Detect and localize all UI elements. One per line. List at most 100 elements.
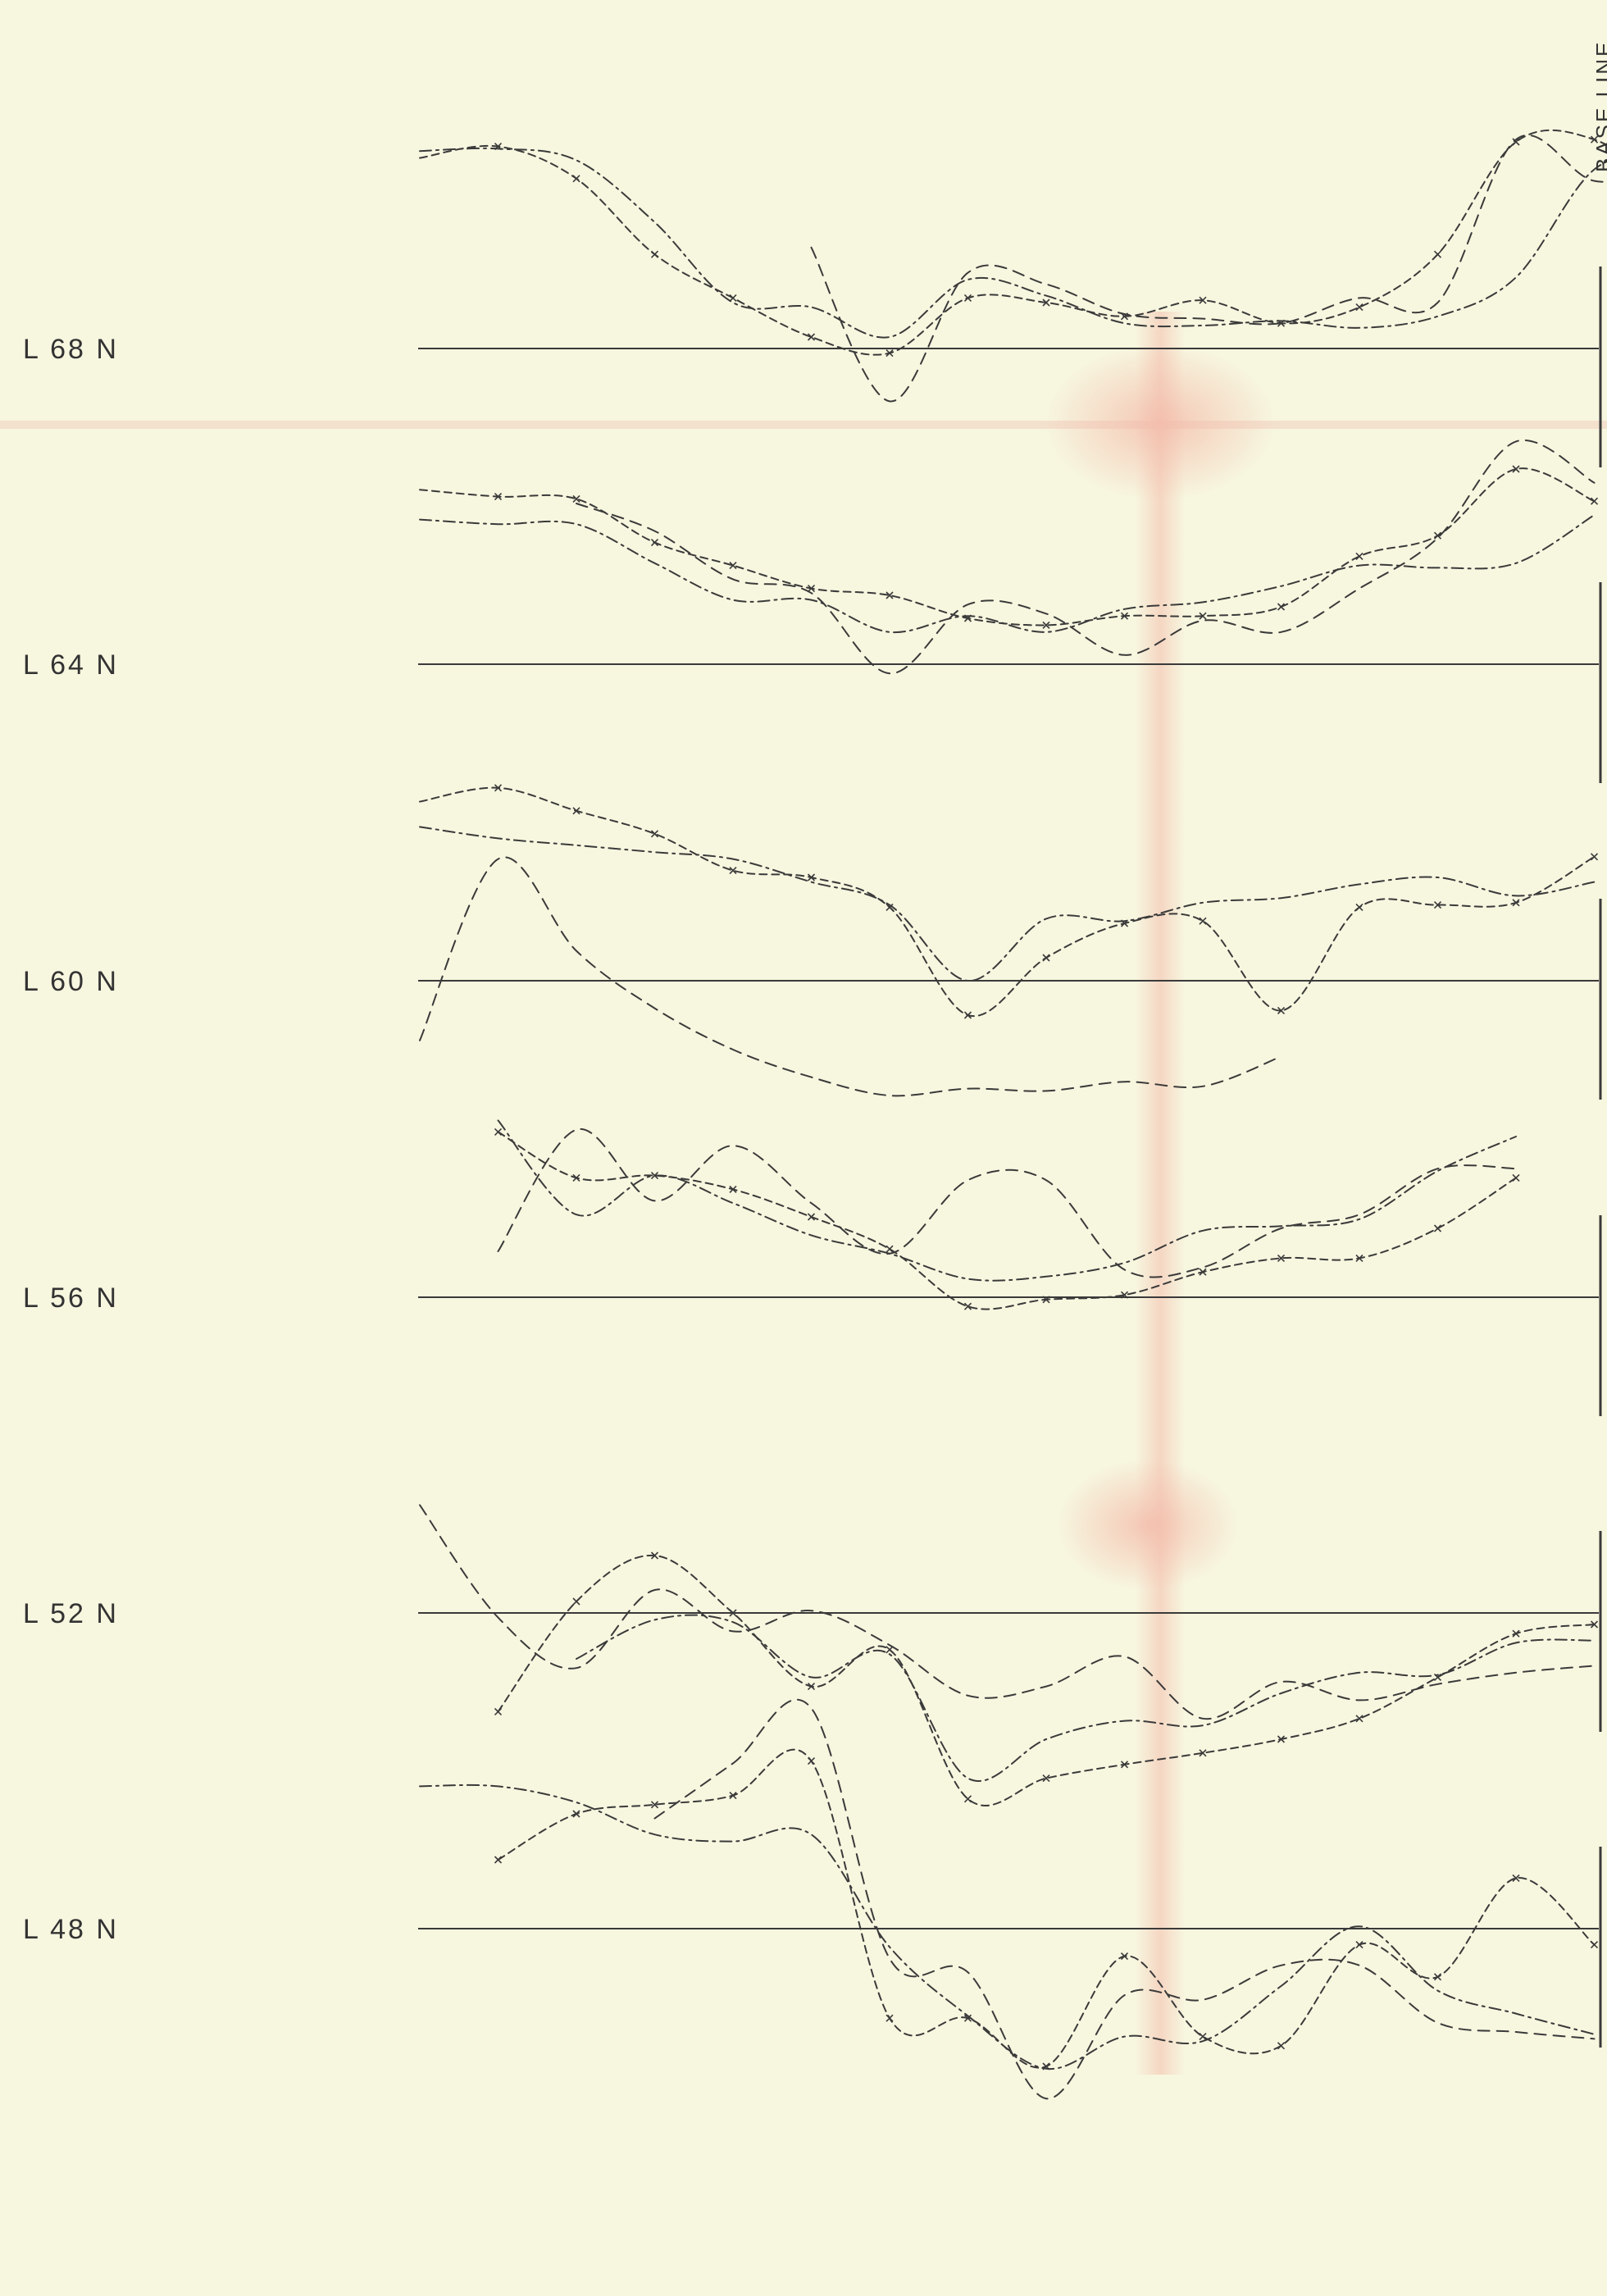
station-x-marker (807, 1757, 816, 1765)
station-x-marker (650, 1801, 659, 1809)
profile-label: L 64 N (23, 649, 119, 681)
station-x-marker (729, 867, 737, 875)
profile-series-line (419, 467, 1596, 626)
station-x-marker (1590, 1620, 1599, 1629)
station-x-marker (1120, 1952, 1129, 1961)
station-x-marker (729, 294, 737, 302)
station-x-marker (1512, 1874, 1520, 1882)
paper-crease-stains (0, 312, 1607, 2075)
station-x-marker (1277, 1735, 1286, 1743)
station-x-marker (494, 1707, 503, 1715)
station-x-marker (1120, 612, 1129, 620)
profile-series-line (419, 129, 1607, 356)
profile-series-line (419, 1784, 1596, 2070)
profile-series-line (419, 1504, 1596, 1720)
station-x-marker (650, 1551, 659, 1560)
profile-series-line (576, 1614, 1596, 1782)
station-x-marker (885, 1245, 894, 1253)
profile-label: L 68 N (23, 334, 119, 365)
station-x-marker (885, 349, 894, 358)
station-x-marker (1433, 250, 1442, 258)
station-x-marker (494, 1856, 503, 1864)
station-x-marker (963, 294, 972, 302)
profile-series-line (419, 786, 1596, 1018)
station-x-marker (1199, 612, 1207, 620)
station-x-marker (807, 1213, 816, 1221)
station-x-marker (572, 807, 580, 815)
base-line-label: BASE LINE (1591, 40, 1607, 172)
station-x-marker (494, 493, 503, 501)
station-x-marker (1512, 465, 1520, 473)
station-x-marker (1433, 531, 1442, 540)
station-x-marker (1120, 1291, 1129, 1299)
station-x-marker (1042, 298, 1050, 307)
vertical-crease (1136, 312, 1185, 2075)
station-x-marker (650, 830, 659, 838)
horizontal-crease (0, 421, 1607, 429)
station-x-marker (1199, 1268, 1207, 1276)
station-x-marker (1042, 954, 1050, 962)
station-x-marker (572, 175, 580, 183)
station-x-marker (963, 2014, 972, 2022)
profile-series-line (419, 826, 1596, 982)
station-x-marker (1590, 853, 1599, 861)
station-x-marker (1590, 1941, 1599, 1949)
station-x-marker (572, 1173, 580, 1182)
station-x-marker (572, 1597, 580, 1606)
station-x-marker (729, 1609, 737, 1617)
station-x-marker (1590, 135, 1599, 144)
station-x-marker (885, 1646, 894, 1654)
station-x-marker (729, 1792, 737, 1800)
station-x-marker (963, 1302, 972, 1310)
station-x-marker (1199, 2033, 1207, 2041)
profile-series-line (497, 1748, 1596, 2069)
station-x-marker (1277, 603, 1286, 611)
station-x-marker (1512, 899, 1520, 907)
stain-middle (1058, 1460, 1238, 1591)
profile-series-line (497, 1131, 1517, 1310)
station-x-marker (885, 591, 894, 599)
station-x-marker (572, 1810, 580, 1818)
station-x-marker (1355, 903, 1363, 911)
station-x-marker (1199, 1749, 1207, 1757)
station-x-marker (807, 585, 816, 593)
station-x-marker (650, 250, 659, 258)
station-x-marker (1277, 1006, 1286, 1014)
station-x-marker (729, 562, 737, 570)
station-x-marker (1355, 1715, 1363, 1723)
profile-series-line (810, 134, 1607, 403)
profile-series-line (419, 856, 1282, 1097)
station-x-marker (650, 539, 659, 547)
profile-label: L 60 N (23, 966, 119, 997)
station-x-marker (1512, 1629, 1520, 1638)
station-x-marker (1199, 917, 1207, 925)
station-x-marker (1277, 1254, 1286, 1262)
station-x-marker (572, 494, 580, 503)
station-x-marker (807, 1683, 816, 1691)
station-x-marker (1277, 2042, 1286, 2050)
stain-top (1045, 344, 1275, 500)
station-x-marker (1042, 621, 1050, 629)
station-x-marker (1433, 1224, 1442, 1232)
station-x-marker (1355, 552, 1363, 560)
station-x-marker (494, 1128, 503, 1136)
profile-series-line (497, 1554, 1596, 1806)
station-x-marker (1120, 1761, 1129, 1769)
profile-series-line (497, 1128, 1517, 1278)
station-x-marker (1042, 1774, 1050, 1783)
station-x-marker (1512, 1173, 1520, 1182)
profile-series-line (419, 514, 1596, 634)
profile-label: L 48 N (23, 1914, 119, 1945)
station-x-marker (729, 1185, 737, 1193)
station-x-marker (1590, 497, 1599, 505)
station-x-marker (885, 2014, 894, 2022)
station-x-marker (885, 903, 894, 911)
station-x-marker (1433, 1973, 1442, 1981)
station-x-marker (807, 333, 816, 341)
profile-series-line (419, 147, 1607, 339)
station-x-marker (807, 873, 816, 882)
station-x-marker (1355, 1941, 1363, 1949)
station-x-marker (963, 1011, 972, 1019)
station-x-marker (1199, 296, 1207, 304)
